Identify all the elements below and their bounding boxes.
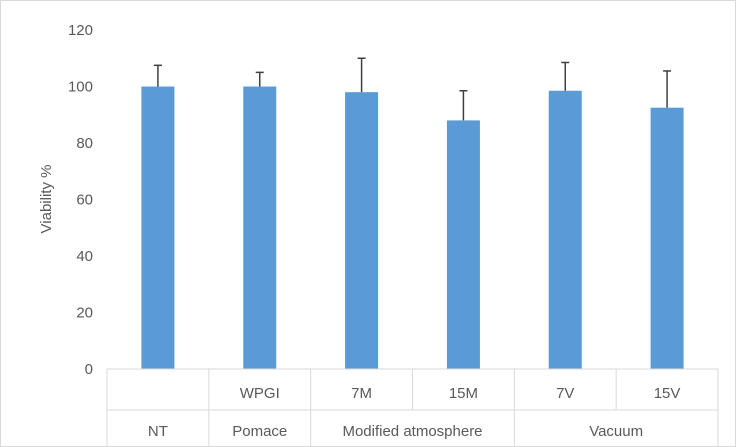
bar (345, 92, 379, 370)
bar (446, 120, 480, 370)
group-label: Pomace (232, 423, 287, 440)
category-labels: WPGI 7M 15M 7V 15V NT Pomace Modified atmospher… (148, 385, 681, 440)
error-bars (153, 57, 672, 121)
y-tick-label: 120 (68, 22, 93, 39)
category-label: 15V (654, 385, 681, 402)
category-label: 7V (556, 385, 574, 402)
y-axis-title: Viability % (38, 165, 55, 234)
y-tick-label: 100 (68, 79, 93, 96)
y-tick-label: 60 (76, 192, 93, 209)
bar (548, 90, 582, 370)
category-label: 15M (449, 385, 478, 402)
bar (243, 86, 277, 369)
y-tick-label: 0 (85, 361, 93, 378)
bar (141, 86, 175, 369)
group-label: Modified atmosphere (342, 423, 482, 440)
bar (650, 107, 684, 369)
y-tick-label: 40 (76, 248, 93, 265)
group-label: NT (148, 423, 168, 440)
bars (141, 86, 684, 370)
group-label: Vacuum (589, 423, 643, 440)
y-tick-label: 20 (76, 305, 93, 322)
category-label: 7M (351, 385, 372, 402)
y-tick-label: 80 (76, 135, 93, 152)
y-tick-labels: 0 20 40 60 80 100 120 (68, 22, 93, 378)
category-axis (106, 368, 719, 447)
category-label: WPGI (240, 385, 280, 402)
